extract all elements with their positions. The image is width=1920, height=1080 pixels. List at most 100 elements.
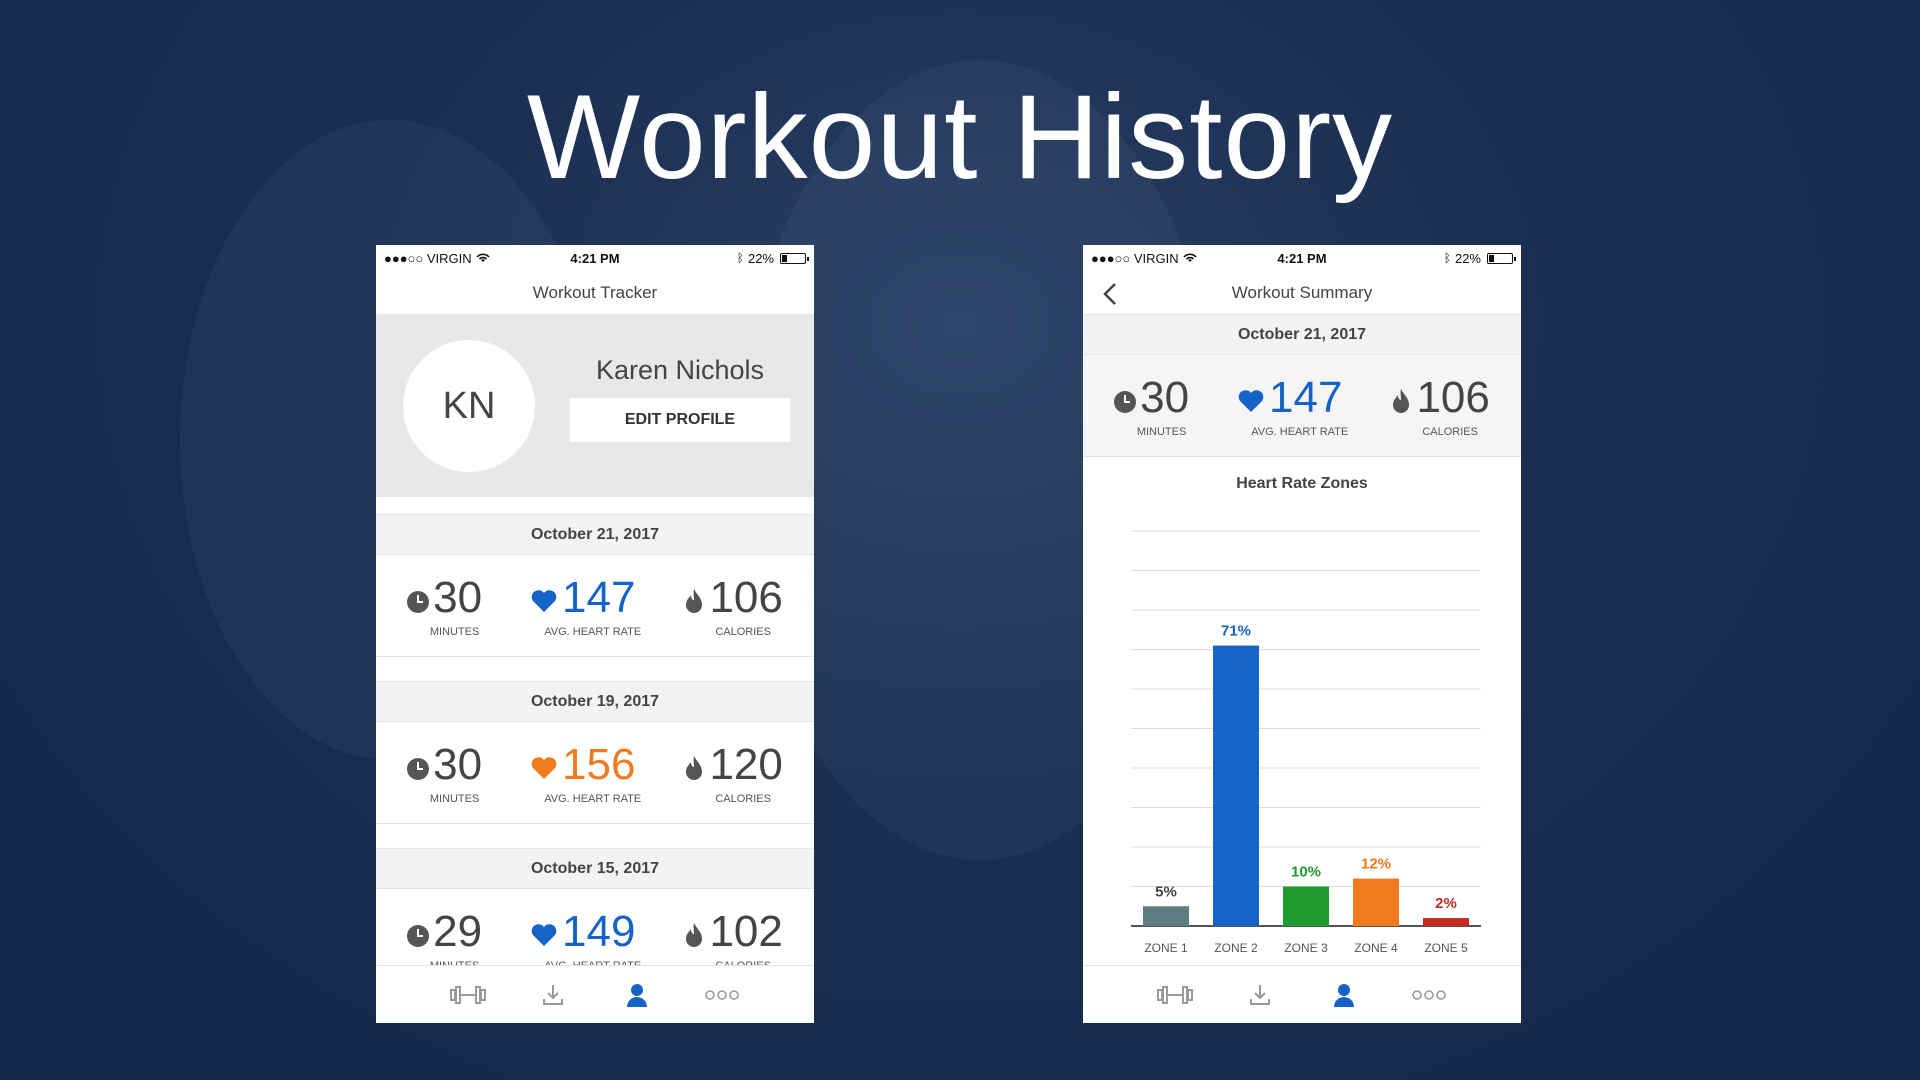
minutes-value: 30 (1140, 372, 1190, 422)
chart-bar[interactable] (1353, 878, 1399, 926)
chart-bar[interactable] (1143, 906, 1189, 926)
clock-icon (1114, 390, 1137, 413)
flame-icon (686, 922, 703, 947)
flame-icon (1393, 388, 1410, 413)
x-tick-label: ZONE 4 (1354, 941, 1398, 955)
heart-rate-value: 156 (562, 739, 636, 789)
battery-percent: 22% (1454, 250, 1481, 266)
tab-bar (376, 965, 814, 1023)
heart-icon (531, 923, 557, 946)
heart-rate-stat: 156 AVG. HEART RATE (524, 739, 642, 805)
nav-bar: Workout Summary (1083, 271, 1521, 315)
heart-rate-stat: 147 AVG. HEART RATE (1231, 372, 1349, 438)
status-bar: ●●●○○ VIRGIN 4:21 PM ᛒ 22% (376, 245, 814, 271)
carrier-label: ●●●○○ VIRGIN (1091, 250, 1179, 266)
bluetooth-icon: ᛒ (736, 251, 744, 265)
workout-summary-screen: ●●●○○ VIRGIN 4:21 PM ᛒ 22% Workout Summa… (1083, 245, 1521, 1023)
calories-stat: 120 CALORIES (683, 739, 783, 805)
bar-value-label: 71% (1221, 623, 1251, 640)
tab-workouts[interactable] (448, 980, 488, 1010)
tab-profile[interactable] (1324, 980, 1364, 1010)
tab-download[interactable] (533, 980, 573, 1010)
spacer (376, 657, 814, 681)
carrier-label: ●●●○○ VIRGIN (384, 250, 472, 266)
workout-entry[interactable]: October 21, 2017 30 MINUTES 147 AVG. HEA… (376, 514, 814, 657)
nav-title: Workout Summary (1231, 282, 1373, 302)
flame-icon (686, 588, 703, 613)
heart-rate-stat: 147 AVG. HEART RATE (524, 572, 642, 638)
battery-icon (780, 252, 809, 264)
minutes-stat: 29 MINUTES (407, 907, 482, 972)
edit-profile-button[interactable]: EDIT PROFILE (570, 398, 790, 442)
wifi-icon (476, 251, 490, 266)
chart-bar[interactable] (1283, 886, 1329, 927)
entry-date: October 19, 2017 (376, 682, 814, 722)
calories-value: 106 (1416, 372, 1490, 422)
tab-profile[interactable] (617, 980, 657, 1010)
workout-tracker-screen: ●●●○○ VIRGIN 4:21 PM ᛒ 22% Workout Track… (376, 245, 814, 1023)
calories-value: 106 (709, 572, 783, 622)
chart-bar[interactable] (1213, 645, 1259, 926)
calories-stat: 106 CALORIES (1390, 372, 1490, 438)
calories-label: CALORIES (1422, 425, 1478, 438)
chart-bar[interactable] (1423, 918, 1469, 926)
minutes-value: 30 (433, 739, 483, 789)
x-tick-label: ZONE 2 (1214, 941, 1258, 955)
spacer (376, 497, 814, 514)
bar-value-label: 12% (1361, 856, 1391, 873)
heart-rate-value: 147 (1269, 372, 1343, 422)
calories-label: CALORIES (715, 792, 771, 805)
minutes-stat: 30 MINUTES (407, 572, 483, 638)
minutes-label: MINUTES (429, 625, 480, 638)
avatar-initials: KN (442, 384, 496, 427)
tab-more[interactable] (1409, 980, 1449, 1010)
entry-date: October 21, 2017 (376, 515, 814, 555)
calories-label: CALORIES (715, 625, 771, 638)
more-icon (1411, 989, 1446, 1000)
person-icon (627, 983, 648, 1007)
dumbbell-icon (1157, 985, 1194, 1004)
heart-rate-label: AVG. HEART RATE (544, 625, 642, 638)
clock-icon (407, 757, 430, 780)
status-bar: ●●●○○ VIRGIN 4:21 PM ᛒ 22% (1083, 245, 1521, 271)
avatar[interactable]: KN (403, 340, 535, 472)
page-title: Workout History (526, 70, 1394, 204)
summary-stats-row: 30 MINUTES 147 AVG. HEART RATE 106 CALOR… (1083, 355, 1521, 457)
heart-icon (531, 589, 557, 612)
tab-bar (1083, 965, 1521, 1023)
summary-date: October 21, 2017 (1083, 315, 1521, 355)
heart-rate-value: 147 (562, 572, 636, 622)
workout-entry[interactable]: October 19, 2017 30 MINUTES 156 AVG. HEA… (376, 681, 814, 824)
calories-stat: 106 CALORIES (683, 572, 783, 638)
minutes-stat: 30 MINUTES (1114, 372, 1190, 438)
x-tick-label: ZONE 3 (1284, 941, 1328, 955)
person-icon (1334, 983, 1355, 1007)
minutes-label: MINUTES (1136, 425, 1187, 438)
download-icon (542, 984, 563, 1005)
profile-name: Karen Nichols (595, 355, 765, 385)
tab-download[interactable] (1240, 980, 1280, 1010)
calories-stat: 102 CALORIES (683, 907, 783, 972)
clock-icon (407, 924, 430, 947)
heart-rate-label: AVG. HEART RATE (544, 792, 642, 805)
back-chevron-icon[interactable] (1103, 282, 1117, 307)
minutes-stat: 30 MINUTES (407, 739, 483, 805)
heart-rate-zones-chart: 5% ZONE 1 71% ZONE 2 10% ZONE 3 12% ZONE 4 2% ZON… (1131, 530, 1481, 955)
more-icon (704, 989, 739, 1000)
heart-rate-value: 149 (562, 906, 636, 956)
calories-value: 120 (709, 739, 783, 789)
profile-header: KN Karen Nichols EDIT PROFILE (376, 315, 814, 497)
wifi-icon (1183, 251, 1197, 266)
dumbbell-icon (450, 985, 487, 1004)
heart-rate-stat: 149 AVG. HEART RATE (524, 906, 641, 972)
heart-rate-label: AVG. HEART RATE (1251, 425, 1349, 438)
heart-icon (1238, 389, 1264, 412)
x-tick-label: ZONE 5 (1424, 941, 1468, 955)
minutes-value: 30 (433, 572, 483, 622)
x-tick-label: ZONE 1 (1144, 941, 1188, 955)
tab-workouts[interactable] (1155, 980, 1195, 1010)
clock-icon (407, 590, 430, 613)
minutes-label: MINUTES (429, 792, 480, 805)
chart-title: Heart Rate Zones (1236, 475, 1368, 492)
tab-more[interactable] (702, 980, 742, 1010)
